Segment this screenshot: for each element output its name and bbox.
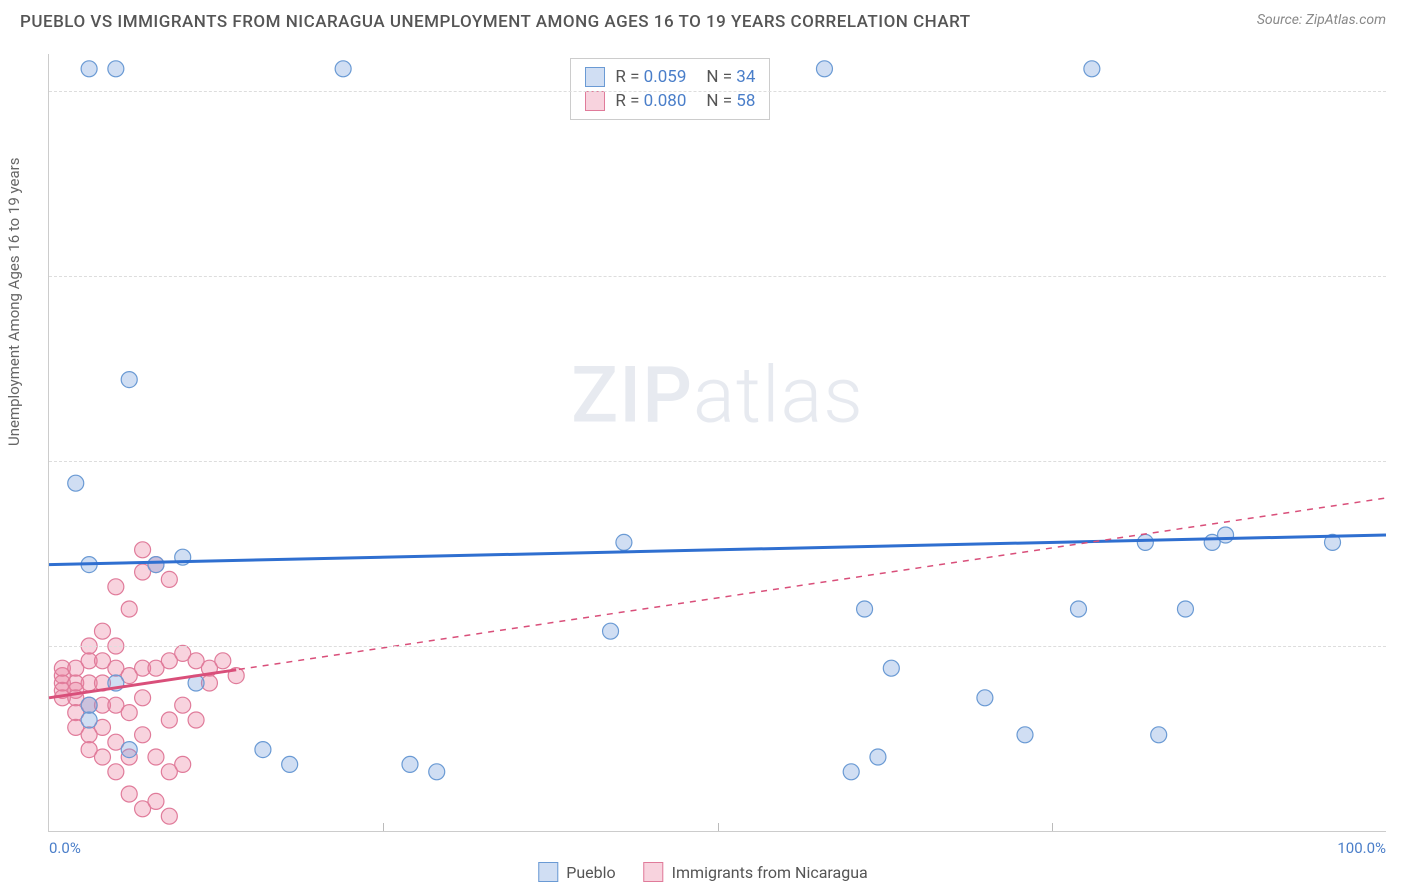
y-axis-label: Unemployment Among Ages 16 to 19 years [5,158,23,446]
scatter-point [108,764,124,780]
legend-swatch [644,862,664,882]
legend-item: Immigrants from Nicaragua [644,862,868,882]
scatter-point [402,756,418,772]
x-tick-label: 0.0% [49,839,81,857]
gridline-h [49,91,1386,92]
legend-swatch [585,67,605,87]
scatter-point [68,475,84,491]
scatter-point [135,727,151,743]
x-minor-tick [383,823,384,831]
x-tick-label: 100.0% [1337,839,1386,857]
trend-line [49,535,1386,565]
gridline-h [49,276,1386,277]
scatter-point [148,749,164,765]
scatter-point [1177,601,1193,617]
scatter-point [1070,601,1086,617]
scatter-point [94,749,110,765]
scatter-point [603,623,619,639]
trend-line [49,498,1386,698]
scatter-point [843,764,859,780]
scatter-point [1151,727,1167,743]
scatter-point [81,712,97,728]
gridline-h [49,461,1386,462]
scatter-point [255,742,271,758]
scatter-point [335,61,351,77]
scatter-point [121,372,137,388]
y-tick-label: 25.0% [1396,637,1406,655]
y-tick-label: 100.0% [1396,82,1406,100]
scatter-point [429,764,445,780]
scatter-point [108,61,124,77]
legend-label: Immigrants from Nicaragua [672,863,868,882]
scatter-point [135,542,151,558]
scatter-point [161,571,177,587]
scatter-point [870,749,886,765]
chart-title: PUEBLO VS IMMIGRANTS FROM NICARAGUA UNEM… [20,12,971,32]
x-minor-tick [718,823,719,831]
scatter-point [121,705,137,721]
scatter-point [816,61,832,77]
scatter-point [188,712,204,728]
y-tick-label: 50.0% [1396,452,1406,470]
scatter-point [1137,534,1153,550]
stats-row: R = 0.059N = 34 [585,65,755,89]
scatter-point [148,793,164,809]
scatter-plot-svg [49,54,1386,831]
scatter-point [1084,61,1100,77]
scatter-point [857,601,873,617]
stats-box: R = 0.059N = 34R = 0.080N = 58 [570,58,770,120]
scatter-point [883,660,899,676]
scatter-point [148,557,164,573]
scatter-point [121,786,137,802]
scatter-point [121,742,137,758]
scatter-point [1017,727,1033,743]
scatter-point [215,653,231,669]
scatter-point [121,601,137,617]
scatter-point [282,756,298,772]
legend-label: Pueblo [566,863,615,882]
scatter-point [616,534,632,550]
chart-plot-area: ZIPatlas R = 0.059N = 34R = 0.080N = 58 … [48,54,1386,832]
scatter-point [108,579,124,595]
scatter-point [161,712,177,728]
scatter-point [135,690,151,706]
scatter-point [175,697,191,713]
x-minor-tick [1052,823,1053,831]
scatter-point [94,623,110,639]
stats-row: R = 0.080N = 58 [585,89,755,113]
scatter-point [175,756,191,772]
source-credit: Source: ZipAtlas.com [1257,12,1386,28]
y-tick-label: 75.0% [1396,267,1406,285]
legend-swatch [585,91,605,111]
scatter-point [1218,527,1234,543]
scatter-point [81,61,97,77]
scatter-point [161,808,177,824]
legend-swatch [538,862,558,882]
legend-item: Pueblo [538,862,615,882]
scatter-point [81,697,97,713]
bottom-legend: Pueblo Immigrants from Nicaragua [538,862,867,882]
scatter-point [977,690,993,706]
gridline-h [49,646,1386,647]
